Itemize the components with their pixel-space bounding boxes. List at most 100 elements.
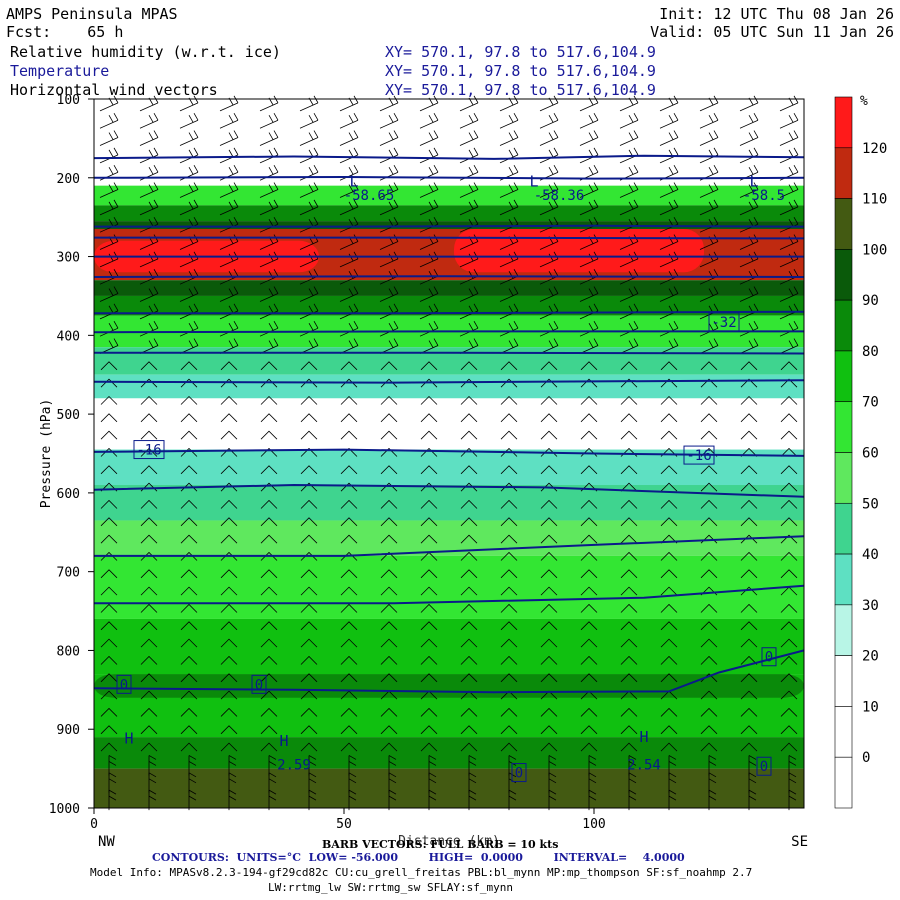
wind-barb xyxy=(580,499,598,509)
wind-barb xyxy=(779,199,799,216)
wind-barb xyxy=(428,789,437,811)
wind-barb xyxy=(580,586,598,596)
wind-barb xyxy=(700,725,718,735)
wind-barb xyxy=(260,430,278,440)
wind-barb xyxy=(220,621,238,631)
wind-barb xyxy=(339,199,359,216)
wind-barb xyxy=(299,113,319,129)
wind-barb xyxy=(180,638,198,648)
wind-barb xyxy=(780,395,798,405)
wind-barb xyxy=(220,517,238,527)
wind-barb xyxy=(179,147,199,164)
wind-barb xyxy=(780,638,798,648)
wind-barb xyxy=(259,216,279,233)
wind-barb xyxy=(379,130,399,146)
wind-barb xyxy=(700,638,718,648)
wind-barb xyxy=(739,130,759,146)
wind-barb xyxy=(500,482,518,492)
wind-barb xyxy=(540,378,558,388)
wind-barb xyxy=(100,465,118,475)
wind-barb xyxy=(260,707,278,717)
wind-barb xyxy=(579,199,599,216)
wind-barb xyxy=(99,165,119,181)
wind-barb xyxy=(220,395,238,405)
wind-barb xyxy=(260,361,278,371)
wind-barb xyxy=(339,147,359,164)
wind-barb xyxy=(700,413,718,423)
wind-barb xyxy=(540,465,558,475)
wind-barb xyxy=(299,303,319,320)
wind-barb xyxy=(620,465,638,475)
wind-barb xyxy=(259,199,279,216)
wind-barb xyxy=(700,361,718,371)
wind-barb xyxy=(260,742,278,752)
wind-barb xyxy=(300,725,318,735)
wind-barb xyxy=(748,755,757,776)
wind-barb xyxy=(300,465,318,475)
extrema-mark: L xyxy=(749,173,758,191)
wind-barb xyxy=(699,199,719,216)
wind-barb xyxy=(748,789,757,811)
wind-barb xyxy=(500,413,518,423)
wind-barb xyxy=(140,690,158,700)
wind-barb xyxy=(740,707,758,717)
wind-barb xyxy=(460,499,478,509)
wind-barb xyxy=(308,789,317,811)
wind-barb xyxy=(180,499,198,509)
wind-barb xyxy=(660,413,678,423)
wind-barb xyxy=(260,482,278,492)
y-axis-label: Pressure (hPa) xyxy=(39,399,54,509)
wind-barb xyxy=(380,569,398,579)
wind-barb xyxy=(259,182,279,198)
wind-barb xyxy=(380,551,398,561)
temperature-contour xyxy=(94,351,805,355)
colorbar-segment xyxy=(834,452,853,504)
wind-barb xyxy=(460,517,478,527)
wind-barb xyxy=(108,789,117,811)
wind-barb xyxy=(579,286,599,302)
wind-barb xyxy=(99,130,119,146)
wind-barb xyxy=(140,586,158,596)
extrema-mark: H xyxy=(124,730,133,748)
rh-band xyxy=(94,205,804,222)
wind-barb xyxy=(340,569,358,579)
rh-band xyxy=(94,398,804,450)
rh-band xyxy=(94,280,804,296)
wind-barb xyxy=(580,655,598,665)
colorbar-segment xyxy=(834,706,853,758)
wind-barb xyxy=(459,113,479,129)
wind-barb xyxy=(259,286,279,302)
wind-barb xyxy=(299,216,319,233)
temperature-contour xyxy=(93,330,804,334)
wind-barb xyxy=(660,465,678,475)
wind-barb xyxy=(460,551,478,561)
contour-label-box xyxy=(756,756,772,776)
wind-barb xyxy=(620,707,638,717)
extrema-mark: L xyxy=(529,173,538,191)
wind-barb xyxy=(620,742,638,752)
wind-barb xyxy=(780,690,798,700)
wind-barb xyxy=(220,638,238,648)
contour-label-box xyxy=(251,674,267,694)
wind-barb xyxy=(100,361,118,371)
wind-barb xyxy=(148,772,157,793)
wind-barb xyxy=(428,755,437,776)
wind-barb xyxy=(219,165,239,181)
wind-barb xyxy=(260,551,278,561)
wind-barb xyxy=(300,673,318,683)
y-tick-label: 400 xyxy=(57,329,80,344)
wind-barb xyxy=(380,742,398,752)
wind-barb xyxy=(740,378,758,388)
plot-frame xyxy=(93,98,805,809)
header-init-time: Init: 12 UTC Thu 08 Jan 26 xyxy=(659,5,894,23)
wind-barb xyxy=(380,361,398,371)
wind-barb xyxy=(380,482,398,492)
wind-barb xyxy=(140,499,158,509)
wind-barb xyxy=(780,465,798,475)
wind-barb xyxy=(340,361,358,371)
wind-barb xyxy=(660,534,678,544)
wind-barb xyxy=(100,517,118,527)
wind-barb xyxy=(179,182,199,198)
wind-barb xyxy=(700,742,718,752)
